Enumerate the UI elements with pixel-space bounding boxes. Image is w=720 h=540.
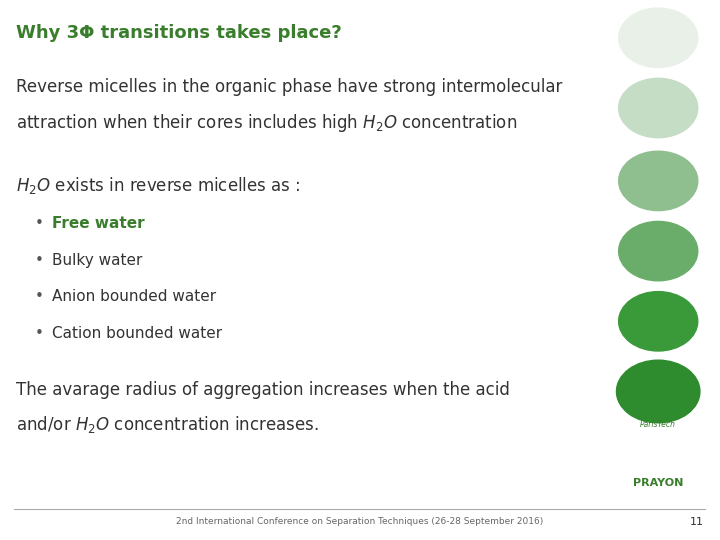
Text: The avarage radius of aggregation increases when the acid: The avarage radius of aggregation increa…	[16, 381, 510, 399]
Circle shape	[618, 221, 698, 281]
Text: attraction when their cores includes high $H_2O$ concentration: attraction when their cores includes hig…	[16, 112, 517, 134]
Text: Anion bounded water: Anion bounded water	[52, 289, 216, 305]
Text: ParisTech: ParisTech	[640, 420, 676, 429]
Circle shape	[618, 292, 698, 351]
Circle shape	[618, 151, 698, 211]
Text: and/or $H_2O$ concentration increases.: and/or $H_2O$ concentration increases.	[16, 414, 319, 435]
Text: •: •	[35, 289, 43, 305]
Text: Bulky water: Bulky water	[52, 253, 142, 268]
Text: 2nd International Conference on Separation Techniques (26-28 September 2016): 2nd International Conference on Separati…	[176, 517, 544, 526]
Text: •: •	[35, 253, 43, 268]
Text: Reverse micelles in the organic phase have strong intermolecular: Reverse micelles in the organic phase ha…	[16, 78, 562, 96]
Text: Why 3Φ transitions takes place?: Why 3Φ transitions takes place?	[16, 24, 341, 42]
Circle shape	[616, 360, 700, 423]
Text: •: •	[35, 326, 43, 341]
Text: Cation bounded water: Cation bounded water	[52, 326, 222, 341]
Text: 11: 11	[690, 517, 703, 528]
Text: $H_2O$ exists in reverse micelles as :: $H_2O$ exists in reverse micelles as :	[16, 176, 300, 197]
Text: Free water: Free water	[52, 216, 145, 231]
Text: •: •	[35, 216, 43, 231]
Text: PRAYON: PRAYON	[633, 478, 683, 488]
Circle shape	[618, 8, 698, 68]
Circle shape	[618, 78, 698, 138]
